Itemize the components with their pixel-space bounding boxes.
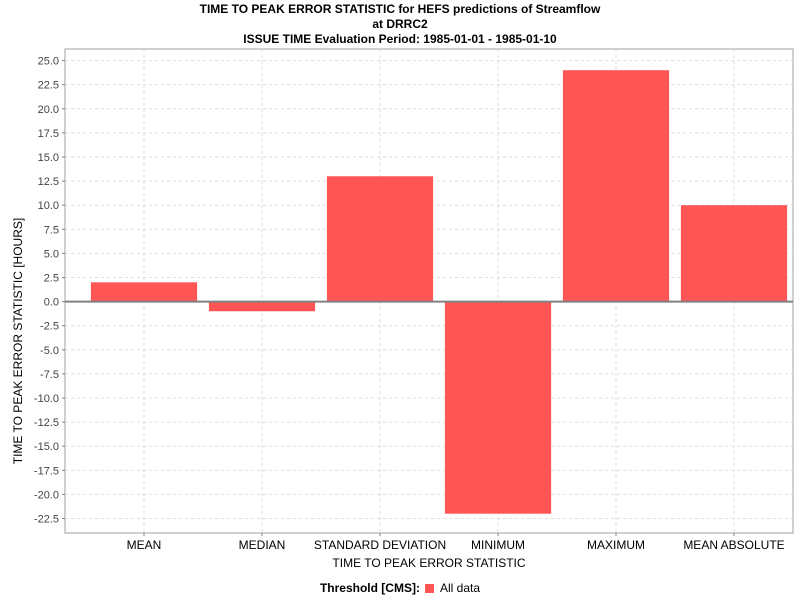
y-axis-title: TIME TO PEAK ERROR STATISTIC [HOURS] — [11, 217, 25, 465]
y-tick-label: 20.0 — [38, 104, 59, 116]
bar-mean — [90, 282, 198, 302]
x-tick-label: STANDARD DEVIATION — [314, 538, 446, 552]
y-tick-label: 7.5 — [44, 224, 59, 236]
chart-title-line-1: TIME TO PEAK ERROR STATISTIC for HEFS pr… — [199, 2, 601, 16]
x-tick-label: MAXIMUM — [587, 538, 645, 552]
x-tick-label: MEAN — [127, 538, 162, 552]
y-tick-label: 25.0 — [38, 56, 59, 68]
legend-swatch — [425, 584, 435, 593]
x-axis: MEAN MEDIAN STANDARD DEVIATION MINIMUM MAXIM… — [127, 533, 785, 552]
y-tick-label: 17.5 — [38, 128, 59, 140]
y-tick-label: 15.0 — [38, 152, 59, 164]
x-tick-label: MEDIAN — [239, 538, 286, 552]
y-tick-label: -10.0 — [34, 393, 59, 405]
x-tick-label: MEAN ABSOLUTE — [683, 538, 784, 552]
bar-mean-absolute — [680, 205, 788, 302]
bar-standard-deviation — [326, 176, 434, 302]
y-tick-label: 12.5 — [38, 176, 59, 188]
bar-minimum — [444, 301, 552, 514]
y-tick-label: 0.0 — [44, 297, 59, 309]
legend-title: Threshold [CMS]: — [319, 581, 420, 595]
y-tick-label: -15.0 — [34, 441, 59, 453]
y-tick-label: -22.5 — [34, 514, 59, 526]
x-axis-title: TIME TO PEAK ERROR STATISTIC — [332, 556, 526, 570]
bar-series — [90, 70, 788, 514]
legend-label: All data — [439, 581, 481, 595]
y-tick-label: -17.5 — [34, 465, 59, 477]
y-tick-label: -7.5 — [40, 369, 59, 381]
bar-median — [208, 301, 316, 312]
y-axis: 25.0 22.5 20.0 17.5 15.0 12.5 10.0 7.5 5.0 2.5 0.0… — [34, 56, 65, 526]
y-tick-label: -2.5 — [40, 321, 59, 333]
y-tick-label: 22.5 — [38, 80, 59, 92]
bar-maximum — [562, 70, 670, 302]
legend: Threshold [CMS]: All data — [0, 581, 800, 595]
chart-title-line-2: at DRRC2 — [372, 17, 428, 31]
chart-title-line-3: ISSUE TIME Evaluation Period: 1985-01-01… — [243, 32, 557, 46]
y-tick-label: -5.0 — [40, 345, 59, 357]
y-tick-label: -12.5 — [34, 417, 59, 429]
y-tick-label: 10.0 — [38, 200, 59, 212]
y-tick-label: 2.5 — [44, 273, 59, 285]
y-tick-label: 5.0 — [44, 248, 59, 260]
y-tick-label: -20.0 — [34, 489, 59, 501]
x-tick-label: MINIMUM — [471, 538, 525, 552]
grid-lines — [65, 49, 793, 533]
